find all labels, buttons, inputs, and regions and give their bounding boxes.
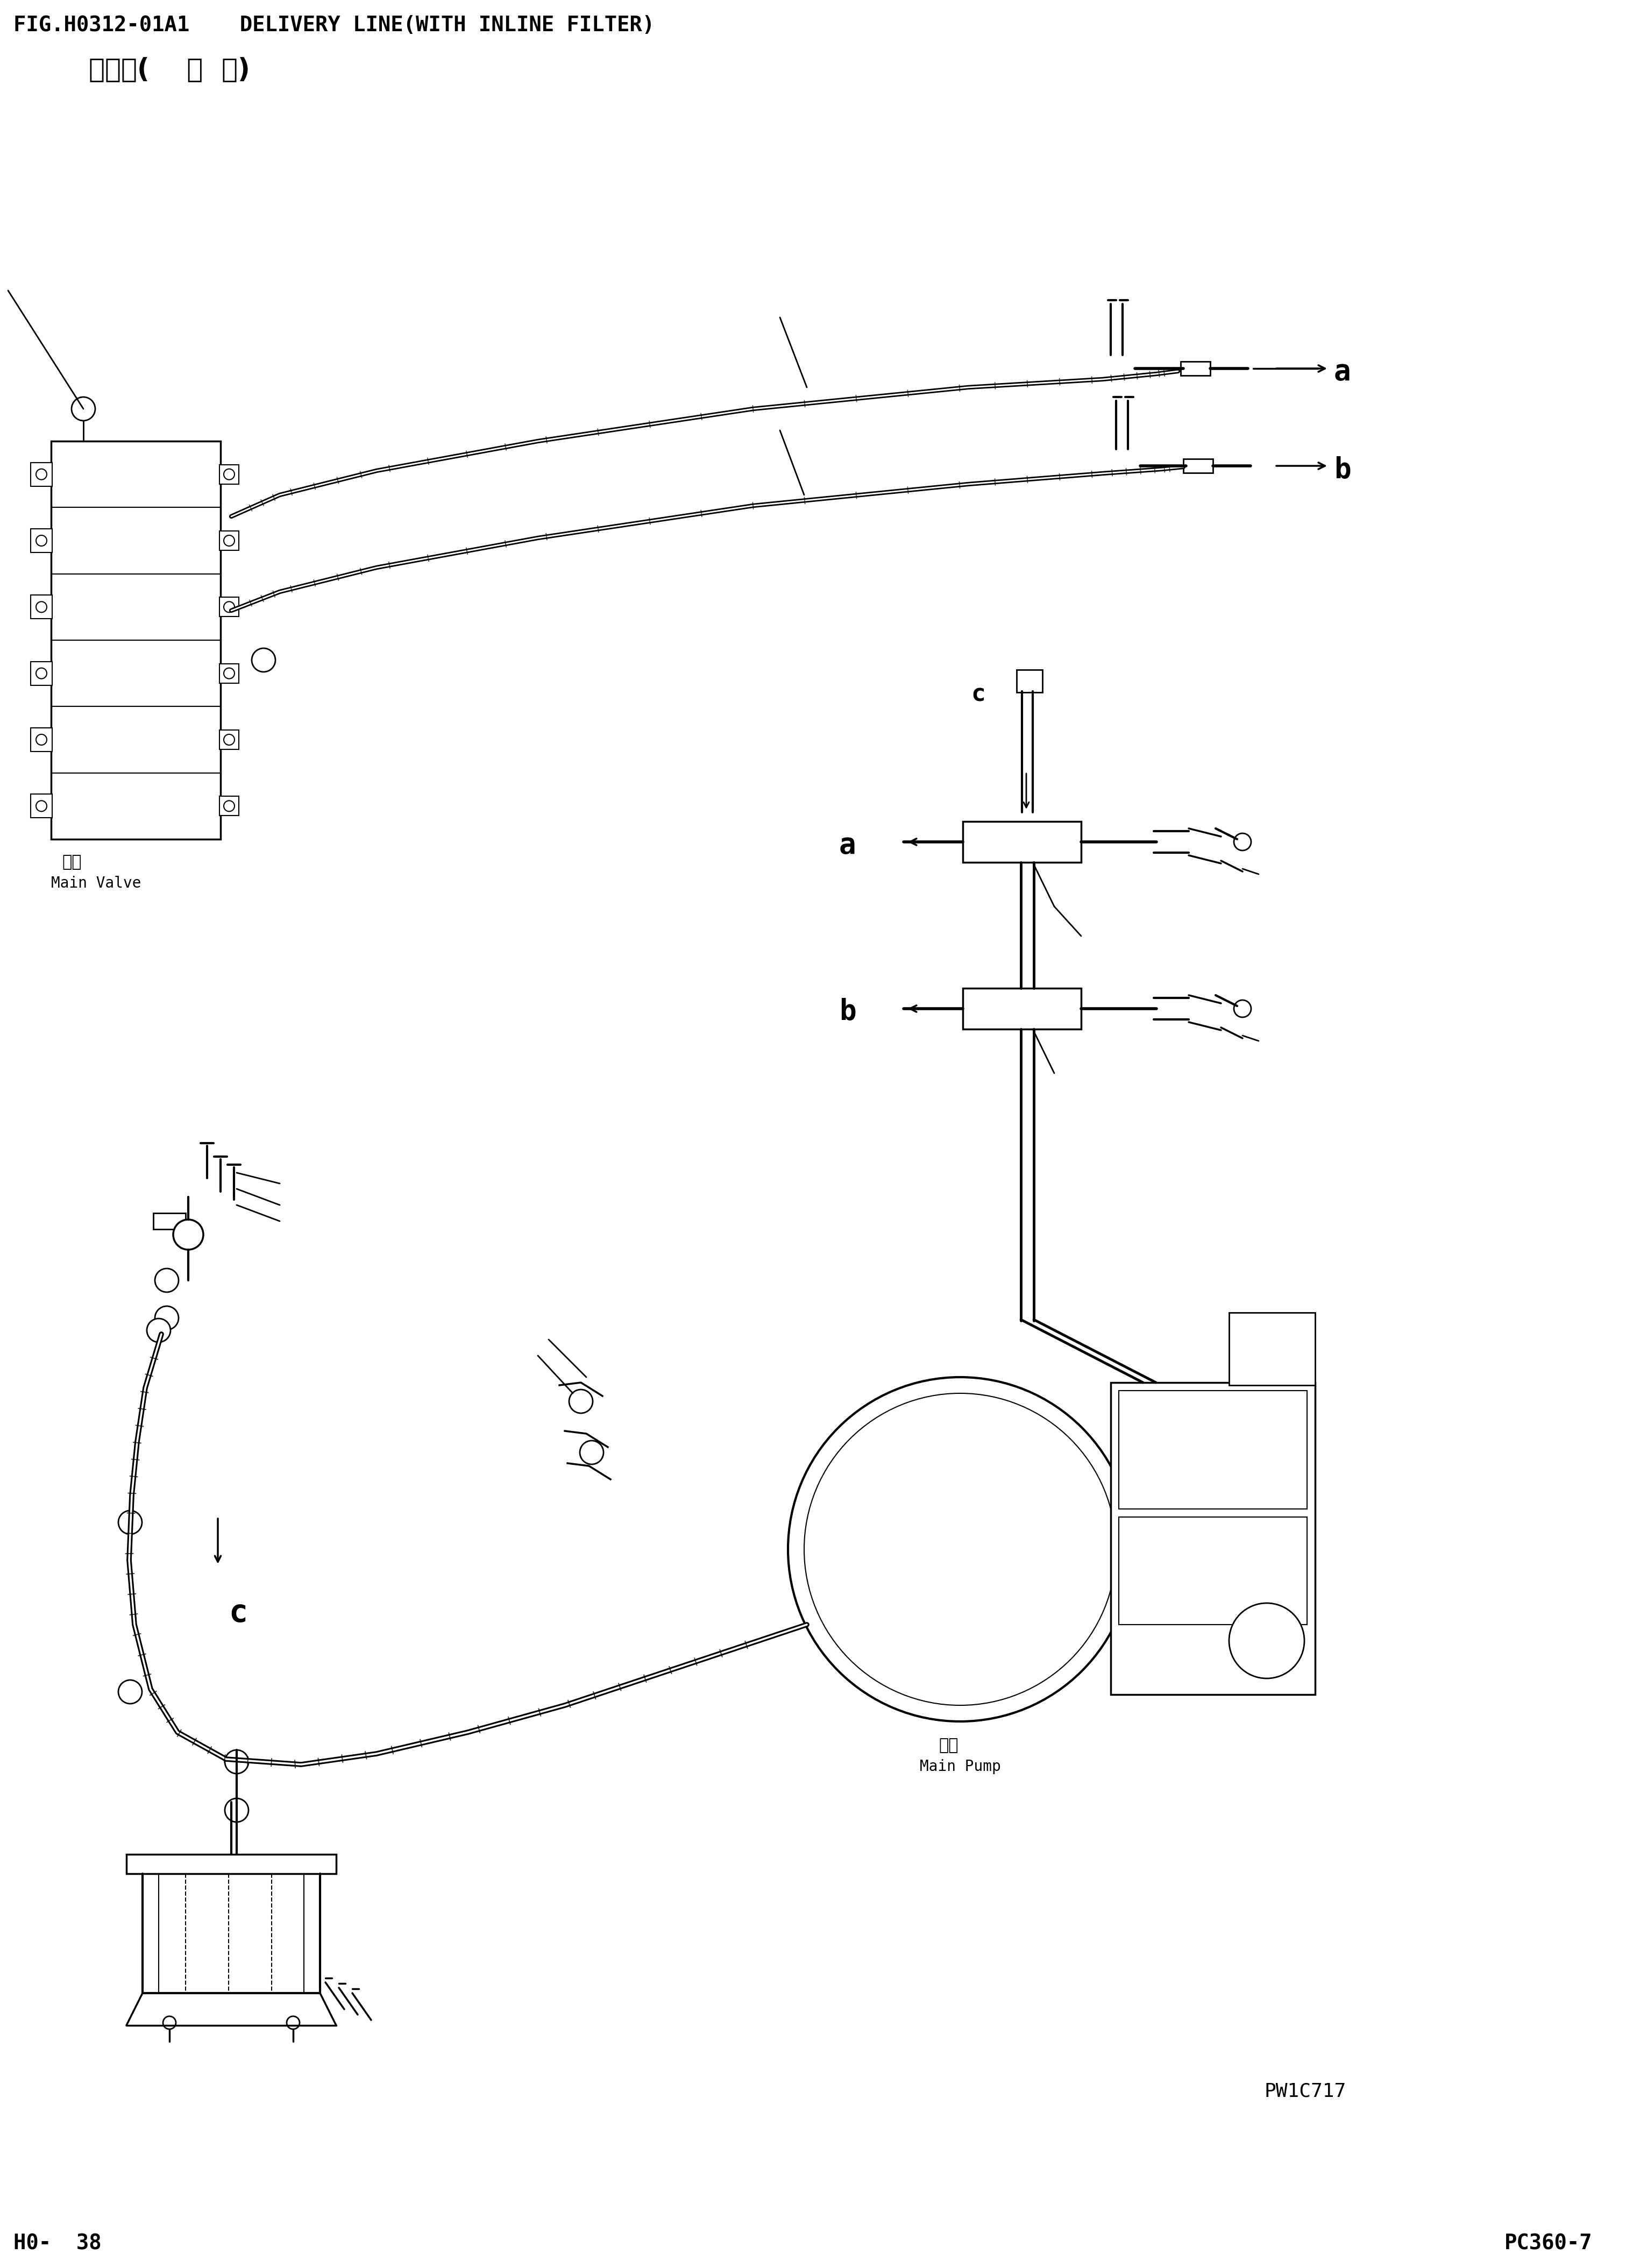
Bar — [31, 594, 52, 619]
Circle shape — [224, 469, 235, 479]
Circle shape — [36, 801, 47, 812]
Bar — [219, 531, 238, 551]
Circle shape — [1235, 1000, 1251, 1018]
Circle shape — [225, 1751, 248, 1774]
Bar — [126, 1855, 336, 1873]
Bar — [1181, 361, 1210, 376]
Circle shape — [580, 1440, 604, 1465]
Text: c: c — [972, 683, 985, 705]
Circle shape — [36, 735, 47, 746]
Text: H0-  38: H0- 38 — [13, 2234, 101, 2254]
Bar — [31, 662, 52, 685]
Circle shape — [118, 1681, 142, 1703]
Bar — [1119, 1390, 1306, 1508]
Text: FIG.H0312-01A1    DELIVERY LINE(WITH INLINE FILTER): FIG.H0312-01A1 DELIVERY LINE(WITH INLINE… — [13, 16, 655, 36]
Text: 主泵: 主泵 — [939, 1737, 959, 1753]
Circle shape — [803, 1393, 1115, 1706]
Circle shape — [1230, 1603, 1305, 1678]
Text: c: c — [229, 1597, 248, 1628]
Bar — [31, 463, 52, 485]
Circle shape — [155, 1306, 178, 1329]
Circle shape — [287, 2016, 299, 2030]
Circle shape — [147, 1318, 170, 1343]
Bar — [51, 440, 220, 839]
Circle shape — [163, 2016, 176, 2030]
Circle shape — [118, 1510, 142, 1533]
Bar — [1119, 1517, 1306, 1624]
Text: 油管路(    油  芯): 油管路( 油 芯) — [88, 57, 250, 82]
Circle shape — [36, 469, 47, 479]
Circle shape — [789, 1377, 1132, 1721]
Bar — [1184, 458, 1213, 472]
Text: PW1C717: PW1C717 — [1264, 2082, 1346, 2100]
Circle shape — [224, 535, 235, 547]
Bar — [963, 821, 1081, 862]
Bar — [219, 596, 238, 617]
Circle shape — [251, 649, 276, 671]
Text: b: b — [1334, 456, 1350, 483]
Bar — [1017, 669, 1042, 692]
Text: a: a — [839, 830, 856, 860]
Circle shape — [224, 601, 235, 612]
Text: b: b — [839, 998, 856, 1025]
Circle shape — [36, 601, 47, 612]
Circle shape — [568, 1390, 593, 1413]
Bar — [219, 465, 238, 483]
Text: Main Pump: Main Pump — [919, 1760, 1001, 1774]
Circle shape — [155, 1268, 178, 1293]
Bar — [154, 1213, 186, 1229]
Circle shape — [1235, 832, 1251, 850]
Circle shape — [36, 535, 47, 547]
Text: Main Valve: Main Valve — [51, 875, 140, 891]
Bar — [219, 796, 238, 816]
Circle shape — [224, 801, 235, 812]
Bar — [1110, 1383, 1315, 1694]
Bar — [31, 794, 52, 819]
Bar — [963, 989, 1081, 1030]
Bar — [219, 730, 238, 748]
Circle shape — [72, 397, 95, 420]
Circle shape — [36, 669, 47, 678]
Text: PC360-7: PC360-7 — [1504, 2234, 1592, 2254]
Bar — [219, 665, 238, 683]
Bar — [1230, 1313, 1315, 1386]
Bar — [31, 528, 52, 553]
Text: 主阀: 主阀 — [62, 855, 82, 871]
Circle shape — [225, 1799, 248, 1821]
Bar — [31, 728, 52, 751]
Circle shape — [224, 735, 235, 746]
Circle shape — [173, 1220, 204, 1250]
Circle shape — [224, 669, 235, 678]
Text: a: a — [1334, 358, 1350, 386]
